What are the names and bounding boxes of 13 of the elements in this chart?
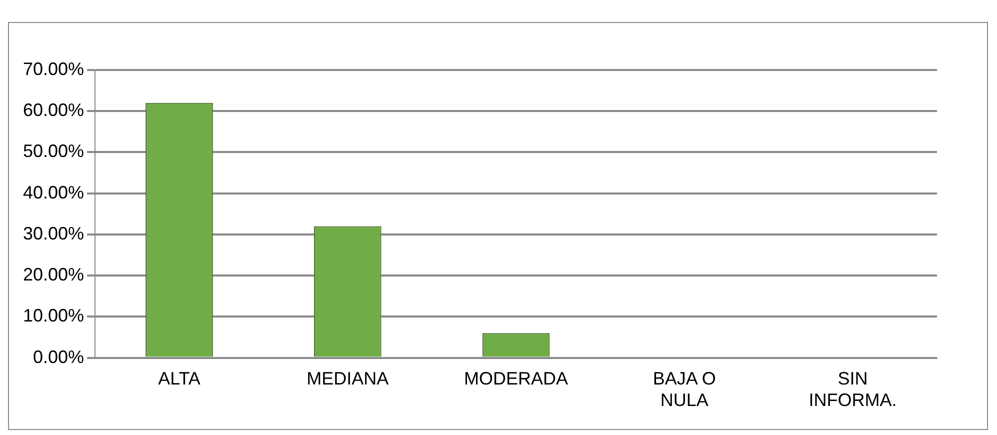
x-tick-label: BAJA O NULA <box>652 368 716 410</box>
x-tick-label: MEDIANA <box>306 368 389 389</box>
y-tick-label: 50.00% <box>22 141 84 162</box>
y-tick-label: 10.00% <box>22 306 84 326</box>
y-tick-label: 70.00% <box>22 58 84 79</box>
y-tick-label: 20.00% <box>22 264 84 285</box>
y-tick-label: 40.00% <box>22 182 84 202</box>
x-tick-label: ALTA <box>158 368 200 389</box>
y-tick-label: 60.00% <box>22 100 84 120</box>
x-tick-label: SIN INFORMA. <box>808 368 897 410</box>
x-tick-label: MODERADA <box>464 368 568 389</box>
y-tick-label: 30.00% <box>22 223 84 244</box>
y-tick-label: 0.00% <box>33 346 84 367</box>
